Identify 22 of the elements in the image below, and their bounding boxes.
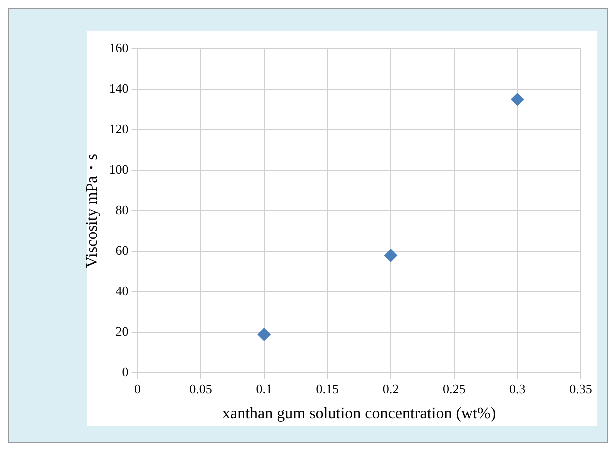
point <box>384 249 398 262</box>
y-axis-title: Viscosity mPa・s <box>84 154 101 268</box>
y-tick-label: 120 <box>109 121 129 136</box>
y-tick-label: 20 <box>116 324 129 340</box>
y-tick-label: 0 <box>122 364 129 380</box>
point <box>511 93 524 106</box>
x-tick-label: 0.1 <box>256 381 272 396</box>
x-tick-label: 0.3 <box>510 381 526 396</box>
y-tick-label: 160 <box>109 40 129 56</box>
x-tick-label: 0.25 <box>442 381 466 396</box>
point <box>258 328 271 342</box>
x-tick-label: 0 <box>134 381 141 396</box>
x-tick-label: 0.05 <box>190 381 212 396</box>
y-tick-label: 140 <box>109 80 129 96</box>
y-tick-label: 80 <box>116 202 129 218</box>
y-tick-label: 100 <box>109 162 129 177</box>
x-axis-title: xanthan gum solution concentration (wt%) <box>222 406 496 423</box>
y-tick-label: 60 <box>116 243 129 258</box>
x-tick-label: 0.2 <box>382 381 400 396</box>
x-tick-label: 0.15 <box>316 381 340 396</box>
x-tick-label: 0.35 <box>570 381 592 396</box>
y-tick-label: 40 <box>116 284 129 299</box>
